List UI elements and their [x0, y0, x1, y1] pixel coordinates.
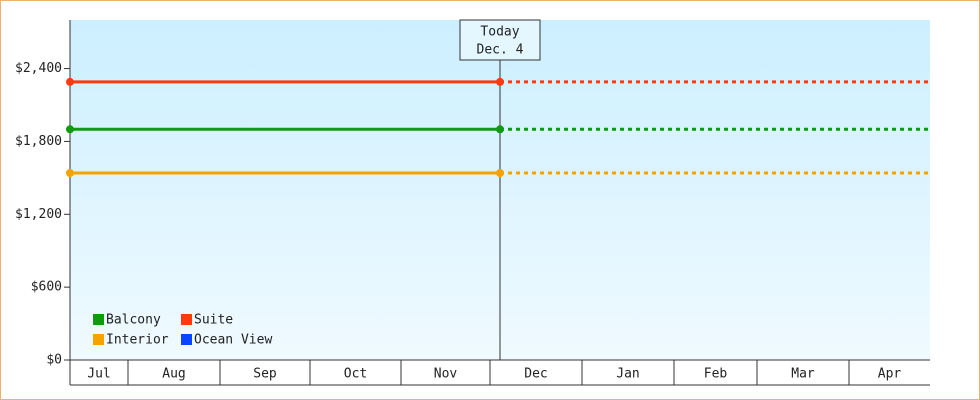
legend-swatch: [93, 314, 104, 325]
price-dot: [496, 125, 504, 134]
x-tick-label: Oct: [344, 367, 367, 382]
today-label: Today: [480, 25, 519, 40]
y-tick-label: $0: [46, 353, 62, 368]
legend-swatch: [181, 334, 192, 345]
legend-label: Ocean View: [194, 333, 272, 348]
price-dot: [66, 77, 74, 86]
legend-label: Balcony: [106, 313, 161, 328]
price-dot: [496, 77, 504, 86]
price-dot: [496, 169, 504, 177]
x-tick-label: Feb: [704, 367, 728, 382]
today-box: [459, 19, 541, 61]
legend-label: Interior: [106, 333, 169, 348]
x-tick-label: Jan: [616, 367, 639, 382]
y-tick-label: $2,400: [15, 61, 62, 76]
x-tick-label: Aug: [162, 367, 185, 382]
x-tick-label: Sep: [253, 367, 277, 382]
today-date: Dec. 4: [477, 43, 524, 58]
legend-swatch: [93, 334, 104, 345]
price-dot: [66, 169, 74, 177]
x-tick-label: Mar: [791, 367, 815, 382]
x-tick-label: Nov: [434, 367, 458, 382]
legend-swatch: [181, 314, 192, 325]
y-tick-label: $1,200: [15, 207, 62, 222]
legend-label: Suite: [194, 313, 233, 328]
y-tick-label: $1,800: [15, 134, 62, 149]
x-tick-label: Jul: [87, 367, 110, 382]
y-tick-label: $600: [31, 280, 62, 295]
price-dot: [66, 125, 74, 134]
x-tick-label: Apr: [878, 367, 902, 382]
x-tick-label: Dec: [524, 367, 547, 382]
